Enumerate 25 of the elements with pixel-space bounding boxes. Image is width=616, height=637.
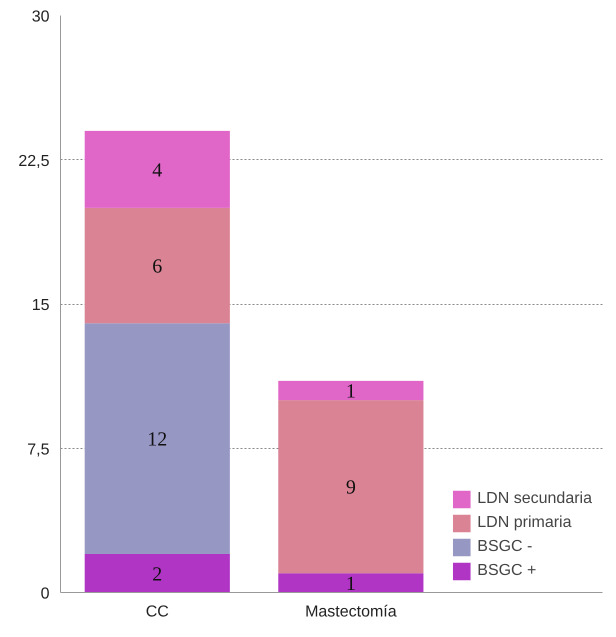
bar — [278, 380, 424, 400]
y-tick-label: 30 — [32, 8, 50, 26]
data-label: 9 — [346, 476, 356, 499]
data-label: 6 — [152, 256, 162, 278]
legend-label: LDN secundaria — [477, 490, 592, 508]
y-tick-label: 7,5 — [27, 441, 50, 458]
data-label: 1 — [346, 572, 356, 595]
x-tick-label: Mastectomía — [305, 604, 397, 620]
data-label: 4 — [152, 159, 162, 182]
legend-label: BSGC - — [477, 538, 532, 556]
legend-label: LDN primaria — [477, 514, 572, 532]
x-tick-label: CC — [146, 604, 169, 620]
data-label: 12 — [147, 428, 168, 451]
data-label: 2 — [152, 563, 162, 586]
bar — [84, 554, 230, 592]
bar — [84, 208, 230, 324]
y-tick-label: 0 — [40, 586, 50, 602]
bar — [278, 573, 424, 592]
y-tick-label: 22,5 — [18, 152, 50, 170]
data-label: 1 — [346, 380, 356, 403]
bar — [84, 323, 230, 554]
bar — [84, 130, 230, 208]
y-tick-label: 15 — [32, 297, 50, 314]
bar — [278, 400, 424, 574]
legend-label: BSGC + — [477, 562, 536, 580]
